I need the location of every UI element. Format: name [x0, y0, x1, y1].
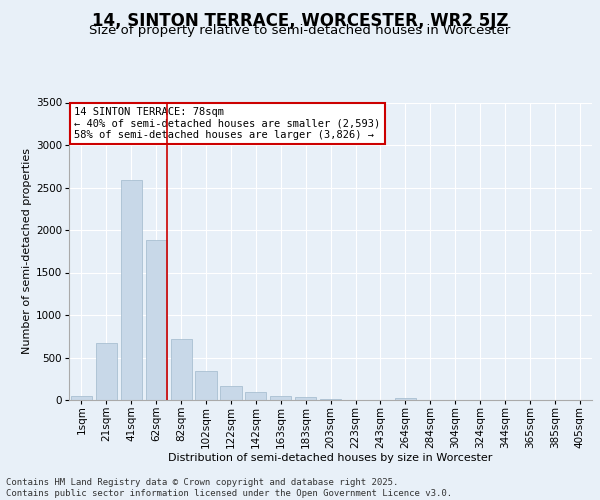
Bar [220, 386, 242, 400]
Bar [320, 398, 341, 400]
Bar [146, 240, 167, 400]
X-axis label: Distribution of semi-detached houses by size in Worcester: Distribution of semi-detached houses by … [169, 453, 493, 463]
Bar [71, 396, 92, 400]
Bar [270, 396, 292, 400]
Bar [170, 339, 192, 400]
Bar [96, 343, 117, 400]
Text: 14, SINTON TERRACE, WORCESTER, WR2 5JZ: 14, SINTON TERRACE, WORCESTER, WR2 5JZ [92, 12, 508, 30]
Bar [245, 392, 266, 400]
Y-axis label: Number of semi-detached properties: Number of semi-detached properties [22, 148, 32, 354]
Text: 14 SINTON TERRACE: 78sqm
← 40% of semi-detached houses are smaller (2,593)
58% o: 14 SINTON TERRACE: 78sqm ← 40% of semi-d… [74, 107, 380, 140]
Text: Contains HM Land Registry data © Crown copyright and database right 2025.
Contai: Contains HM Land Registry data © Crown c… [6, 478, 452, 498]
Bar [196, 371, 217, 400]
Bar [295, 398, 316, 400]
Text: Size of property relative to semi-detached houses in Worcester: Size of property relative to semi-detach… [89, 24, 511, 37]
Bar [395, 398, 416, 400]
Bar [121, 180, 142, 400]
